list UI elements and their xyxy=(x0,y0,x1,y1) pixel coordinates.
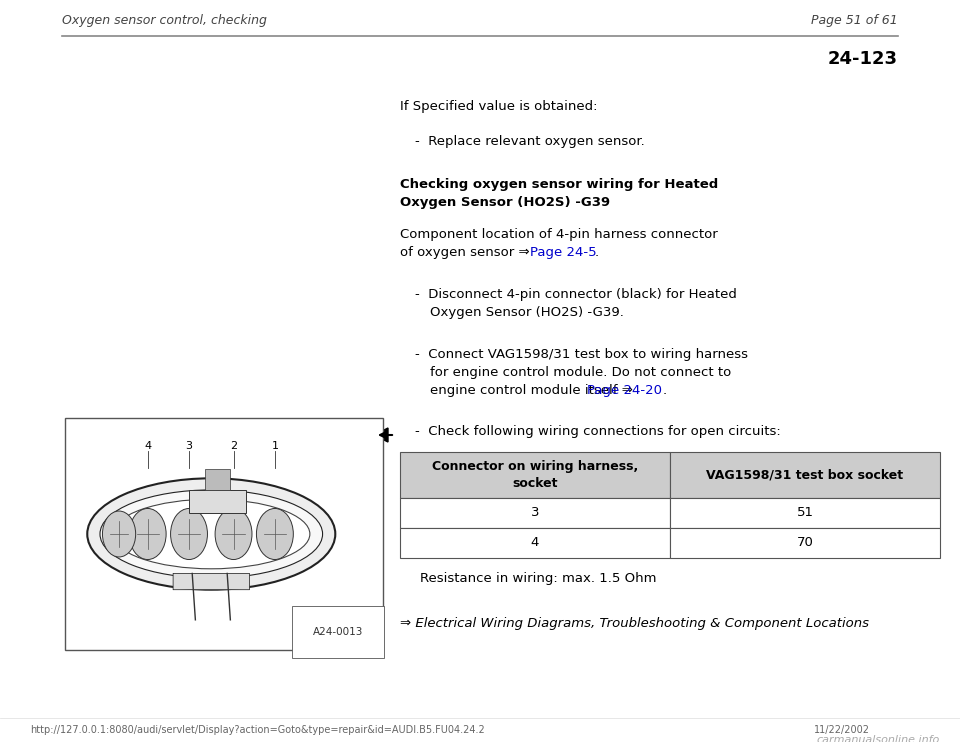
Text: ⇒ Electrical Wiring Diagrams, Troubleshooting & Component Locations: ⇒ Electrical Wiring Diagrams, Troublesho… xyxy=(400,617,869,630)
Text: 2: 2 xyxy=(230,441,237,451)
Text: -  Replace relevant oxygen sensor.: - Replace relevant oxygen sensor. xyxy=(415,135,645,148)
Text: -  Check following wiring connections for open circuits:: - Check following wiring connections for… xyxy=(415,425,780,438)
Text: 4: 4 xyxy=(144,441,152,451)
Text: 24-123: 24-123 xyxy=(828,50,898,68)
Text: Checking oxygen sensor wiring for Heated: Checking oxygen sensor wiring for Heated xyxy=(400,178,718,191)
Ellipse shape xyxy=(171,508,207,559)
Text: 1: 1 xyxy=(272,441,278,451)
Text: A24-0013: A24-0013 xyxy=(313,627,363,637)
Bar xyxy=(400,498,670,528)
Ellipse shape xyxy=(215,508,252,559)
FancyBboxPatch shape xyxy=(173,574,250,590)
Bar xyxy=(204,469,230,490)
Text: Page 24-5: Page 24-5 xyxy=(530,246,596,259)
Text: If Specified value is obtained:: If Specified value is obtained: xyxy=(400,100,597,113)
Text: http://127.0.0.1:8080/audi/servlet/Display?action=Goto&type=repair&id=AUDI.B5.FU: http://127.0.0.1:8080/audi/servlet/Displ… xyxy=(30,725,485,735)
Text: .: . xyxy=(595,246,599,259)
Text: Oxygen sensor control, checking: Oxygen sensor control, checking xyxy=(62,14,267,27)
Bar xyxy=(189,490,247,513)
Text: 70: 70 xyxy=(797,536,813,550)
Bar xyxy=(670,452,940,498)
Text: 11/22/2002: 11/22/2002 xyxy=(814,725,870,735)
Polygon shape xyxy=(374,428,388,442)
Ellipse shape xyxy=(87,479,335,590)
Text: 3: 3 xyxy=(531,507,540,519)
Ellipse shape xyxy=(100,490,323,578)
Bar xyxy=(400,452,670,498)
Text: of oxygen sensor ⇒: of oxygen sensor ⇒ xyxy=(400,246,534,259)
Text: Connector on wiring harness,
socket: Connector on wiring harness, socket xyxy=(432,460,638,490)
Ellipse shape xyxy=(256,508,294,559)
Bar xyxy=(400,528,670,558)
Text: Resistance in wiring: max. 1.5 Ohm: Resistance in wiring: max. 1.5 Ohm xyxy=(420,572,657,585)
Text: -  Connect VAG1598/31 test box to wiring harness: - Connect VAG1598/31 test box to wiring … xyxy=(415,348,748,361)
Text: VAG1598/31 test box socket: VAG1598/31 test box socket xyxy=(707,468,903,482)
Bar xyxy=(670,528,940,558)
Bar xyxy=(670,498,940,528)
Text: 4: 4 xyxy=(531,536,540,550)
Ellipse shape xyxy=(130,508,166,559)
Text: 51: 51 xyxy=(797,507,813,519)
Text: Component location of 4-pin harness connector: Component location of 4-pin harness conn… xyxy=(400,228,718,241)
Text: 3: 3 xyxy=(185,441,193,451)
Ellipse shape xyxy=(103,511,135,557)
Text: engine control module itself ⇒: engine control module itself ⇒ xyxy=(430,384,637,397)
Ellipse shape xyxy=(112,499,310,569)
Text: Page 24-20: Page 24-20 xyxy=(587,384,662,397)
Text: Page 51 of 61: Page 51 of 61 xyxy=(811,14,898,27)
Text: carmanualsonline.info: carmanualsonline.info xyxy=(817,735,940,742)
Text: Oxygen Sensor (HO2S) -G39: Oxygen Sensor (HO2S) -G39 xyxy=(400,196,611,209)
Text: -  Disconnect 4-pin connector (black) for Heated: - Disconnect 4-pin connector (black) for… xyxy=(415,288,737,301)
Text: .: . xyxy=(663,384,667,397)
Text: Oxygen Sensor (HO2S) -G39.: Oxygen Sensor (HO2S) -G39. xyxy=(430,306,624,319)
Text: for engine control module. Do not connect to: for engine control module. Do not connec… xyxy=(430,366,732,379)
Bar xyxy=(65,418,383,650)
